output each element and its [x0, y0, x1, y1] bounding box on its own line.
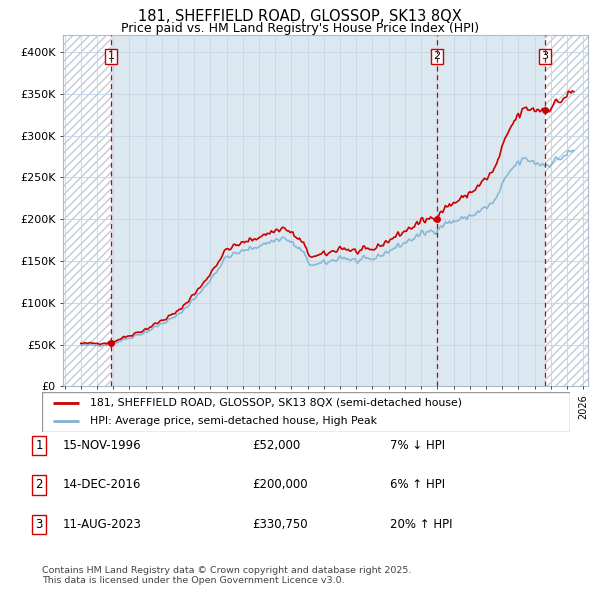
Text: 11-AUG-2023: 11-AUG-2023: [63, 518, 142, 531]
Text: Price paid vs. HM Land Registry's House Price Index (HPI): Price paid vs. HM Land Registry's House …: [121, 22, 479, 35]
Text: 20% ↑ HPI: 20% ↑ HPI: [390, 518, 452, 531]
Text: Contains HM Land Registry data © Crown copyright and database right 2025.
This d: Contains HM Land Registry data © Crown c…: [42, 566, 412, 585]
Text: HPI: Average price, semi-detached house, High Peak: HPI: Average price, semi-detached house,…: [89, 416, 377, 426]
Text: 181, SHEFFIELD ROAD, GLOSSOP, SK13 8QX: 181, SHEFFIELD ROAD, GLOSSOP, SK13 8QX: [138, 9, 462, 24]
Text: 1: 1: [35, 439, 43, 452]
Bar: [63, 35, 111, 386]
Text: £330,750: £330,750: [252, 518, 308, 531]
Text: 181, SHEFFIELD ROAD, GLOSSOP, SK13 8QX (semi-detached house): 181, SHEFFIELD ROAD, GLOSSOP, SK13 8QX (…: [89, 398, 461, 408]
Bar: [545, 35, 588, 386]
Text: 3: 3: [35, 518, 43, 531]
Text: £200,000: £200,000: [252, 478, 308, 491]
Text: 2: 2: [433, 51, 440, 61]
Bar: [63, 35, 111, 386]
Text: 7% ↓ HPI: 7% ↓ HPI: [390, 439, 445, 452]
Bar: [545, 35, 588, 386]
Text: 15-NOV-1996: 15-NOV-1996: [63, 439, 142, 452]
Text: 14-DEC-2016: 14-DEC-2016: [63, 478, 142, 491]
Text: £52,000: £52,000: [252, 439, 300, 452]
Text: 6% ↑ HPI: 6% ↑ HPI: [390, 478, 445, 491]
Text: 2: 2: [35, 478, 43, 491]
Text: 3: 3: [541, 51, 548, 61]
Text: 1: 1: [108, 51, 115, 61]
